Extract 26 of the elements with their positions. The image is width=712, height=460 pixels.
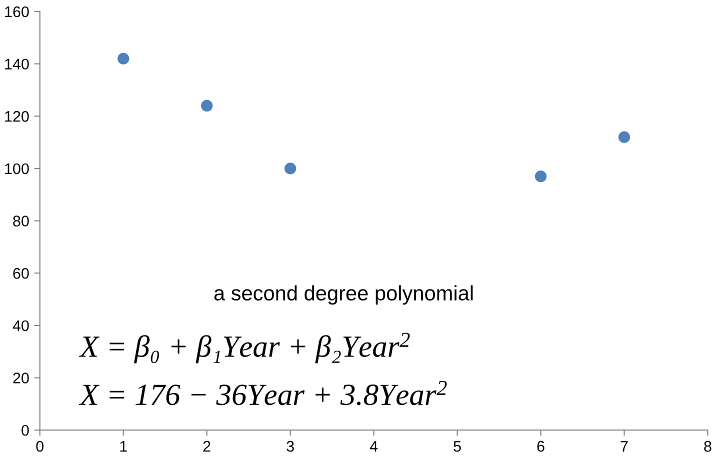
- point: [118, 52, 130, 64]
- point: [534, 170, 547, 182]
- y-tick-label: 160: [5, 6, 29, 18]
- y-tick-label: 120: [5, 111, 29, 122]
- annotation: X = 176 − 36Year + 3.8Year$^{2}$: [78, 380, 447, 406]
- x-tick-label: 8: [704, 440, 712, 452]
- x-tick-label: 4: [370, 441, 378, 452]
- x-tick-label: 0: [36, 440, 44, 452]
- x-tick-label: 2: [203, 440, 210, 452]
- x-tick-label: 3: [286, 440, 294, 452]
- point: [618, 131, 630, 143]
- y-tick-label: 0: [22, 424, 29, 436]
- y-tick-label: 40: [12, 320, 29, 332]
- y-tick-label: 100: [5, 163, 29, 174]
- x-tick-label: 5: [454, 441, 461, 452]
- y-tick-label: 140: [5, 58, 29, 70]
- annotation: X = β₀ + β₁Year + β₂Year$^{2}$: [78, 332, 410, 364]
- x-tick-label: 1: [120, 441, 127, 452]
- x-tick-label: 7: [620, 441, 628, 452]
- point: [200, 100, 213, 112]
- annotation: a second degree polynomial: [214, 285, 473, 305]
- y-tick-label: 80: [13, 216, 29, 226]
- x-tick-label: 6: [537, 440, 544, 452]
- y-tick-label: 60: [13, 268, 29, 279]
- y-tick-label: 20: [13, 372, 29, 384]
- point: [284, 162, 296, 174]
